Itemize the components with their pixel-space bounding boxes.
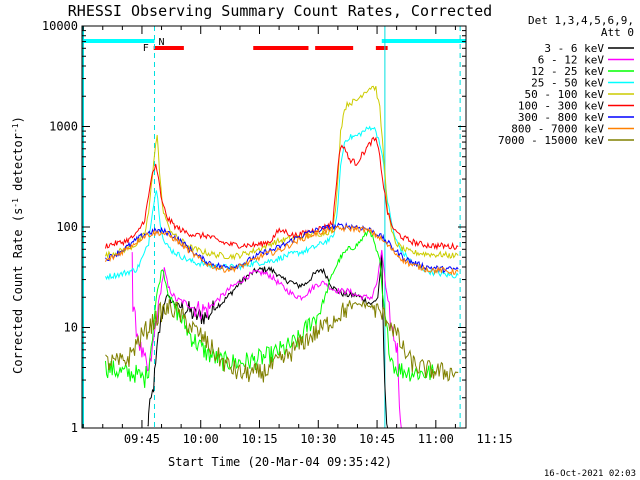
series-line-6 xyxy=(105,136,459,251)
series-line-3 xyxy=(105,230,435,388)
y-tick-label: 10 xyxy=(64,321,78,335)
night-flag-label: N xyxy=(158,37,164,48)
legend-label: 6 - 12 keV xyxy=(538,54,605,67)
x-tick-label: 10:30 xyxy=(300,432,336,446)
chart-title: RHESSI Observing Summary Count Rates, Co… xyxy=(68,2,492,20)
y-tick-label: 1 xyxy=(71,421,78,435)
x-tick-label: 10:00 xyxy=(183,432,219,446)
y-tick-label: 1000 xyxy=(49,120,78,134)
legend-label: 7000 - 15000 keV xyxy=(498,134,604,147)
series-line-9 xyxy=(105,299,459,383)
x-tick-label: 10:45 xyxy=(359,432,395,446)
series-line-2 xyxy=(131,249,402,429)
series-line-4 xyxy=(105,125,459,281)
axes: 1 10 100 1000 10000 09:45 10:00 10:15 10:30 10:45… xyxy=(42,19,513,446)
x-tick-label: 11:15 xyxy=(477,432,513,446)
series-line-5 xyxy=(105,85,459,261)
series-line-1 xyxy=(147,254,389,429)
timestamp: 16-Oct-2021 02:03 xyxy=(544,469,636,479)
legend-label: 300 - 800 keV xyxy=(518,111,604,124)
legend-label: 25 - 50 keV xyxy=(531,77,604,90)
x-axis-label: Start Time (20-Mar-04 09:35:42) xyxy=(168,455,392,469)
legend-label: 100 - 300 keV xyxy=(518,100,604,113)
x-tick-label: 09:45 xyxy=(124,432,160,446)
y-axis-label: Corrected Count Rate (s-1 detector-1) xyxy=(11,116,26,374)
y-tick-label: 10000 xyxy=(42,19,78,33)
y-tick-label: 100 xyxy=(56,220,78,234)
legend-label: 800 - 7000 keV xyxy=(511,123,604,136)
legend-header: Att 0 xyxy=(601,26,634,39)
series-line-8 xyxy=(105,224,459,276)
flare-flag-label: F xyxy=(143,43,149,54)
x-tick-label: 11:00 xyxy=(418,432,454,446)
legend-header: Det 1,3,4,5,6,9, xyxy=(528,14,634,27)
legend-label: 50 - 100 keV xyxy=(525,88,605,101)
plot-area: NF xyxy=(82,26,466,429)
x-tick-label: 10:15 xyxy=(241,432,277,446)
legend-label: 3 - 6 keV xyxy=(544,42,604,55)
legend-label: 12 - 25 keV xyxy=(531,65,604,78)
series-line-7 xyxy=(105,221,459,274)
